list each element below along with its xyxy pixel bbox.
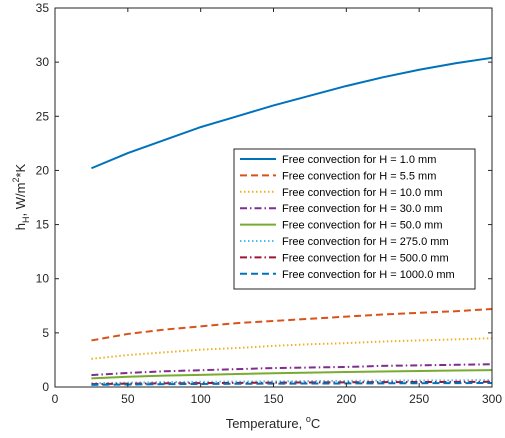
legend-items: Free convection for H = 1.0 mm Free conve… xyxy=(240,154,455,281)
legend: Free convection for H = 1.0 mm Free conve… xyxy=(233,148,476,290)
series-layer xyxy=(91,56,493,386)
legend-label-2: Free convection for H = 5.5 mm xyxy=(282,170,436,182)
series-line-8 xyxy=(91,381,493,386)
legend-box xyxy=(233,148,476,290)
x-tick-label: 200 xyxy=(336,392,356,406)
ticks-layer: 0 50 100 150 200 250 300 0 5 10 15 20 25 30 35 xyxy=(36,1,503,406)
legend-label-3: Free convection for H = 10.0 mm xyxy=(282,187,442,199)
x-axis-label: Temperature, oC xyxy=(226,414,321,431)
series-line-4 xyxy=(91,363,493,377)
y-axis-label: hH, W/m2*K xyxy=(11,163,31,230)
y-tick-label: 0 xyxy=(42,380,49,394)
series-line-5 xyxy=(91,369,493,380)
y-tick-label: 15 xyxy=(36,218,50,232)
x-tick-label: 250 xyxy=(409,392,429,406)
series-line-6 xyxy=(91,379,493,385)
x-tick-label: 300 xyxy=(482,392,502,406)
y-tick-label: 10 xyxy=(36,272,50,286)
x-tick-label: 150 xyxy=(263,392,283,406)
x-tick-label: 0 xyxy=(52,392,59,406)
legend-label-1: Free convection for H = 1.0 mm xyxy=(282,154,436,166)
y-tick-label: 30 xyxy=(36,55,50,69)
y-tick-label: 5 xyxy=(42,326,49,340)
y-tick-label: 20 xyxy=(36,163,50,177)
legend-label-6: Free convection for H = 275.0 mm xyxy=(282,236,449,248)
series-line-1 xyxy=(91,56,493,170)
series-line-3 xyxy=(91,337,493,360)
y-tick-label: 25 xyxy=(36,109,50,123)
legend-label-5: Free convection for H = 50.0 mm xyxy=(282,220,442,232)
x-tick-label: 100 xyxy=(191,392,211,406)
y-tick-label: 35 xyxy=(36,1,50,15)
series-line-7 xyxy=(91,380,493,386)
series-line-2 xyxy=(91,308,493,342)
legend-label-4: Free convection for H = 30.0 mm xyxy=(282,203,442,215)
x-tick-label: 50 xyxy=(121,392,135,406)
legend-label-8: Free convection for H = 1000.0 mm xyxy=(282,269,455,281)
legend-label-7: Free convection for H = 500.0 mm xyxy=(282,252,449,264)
